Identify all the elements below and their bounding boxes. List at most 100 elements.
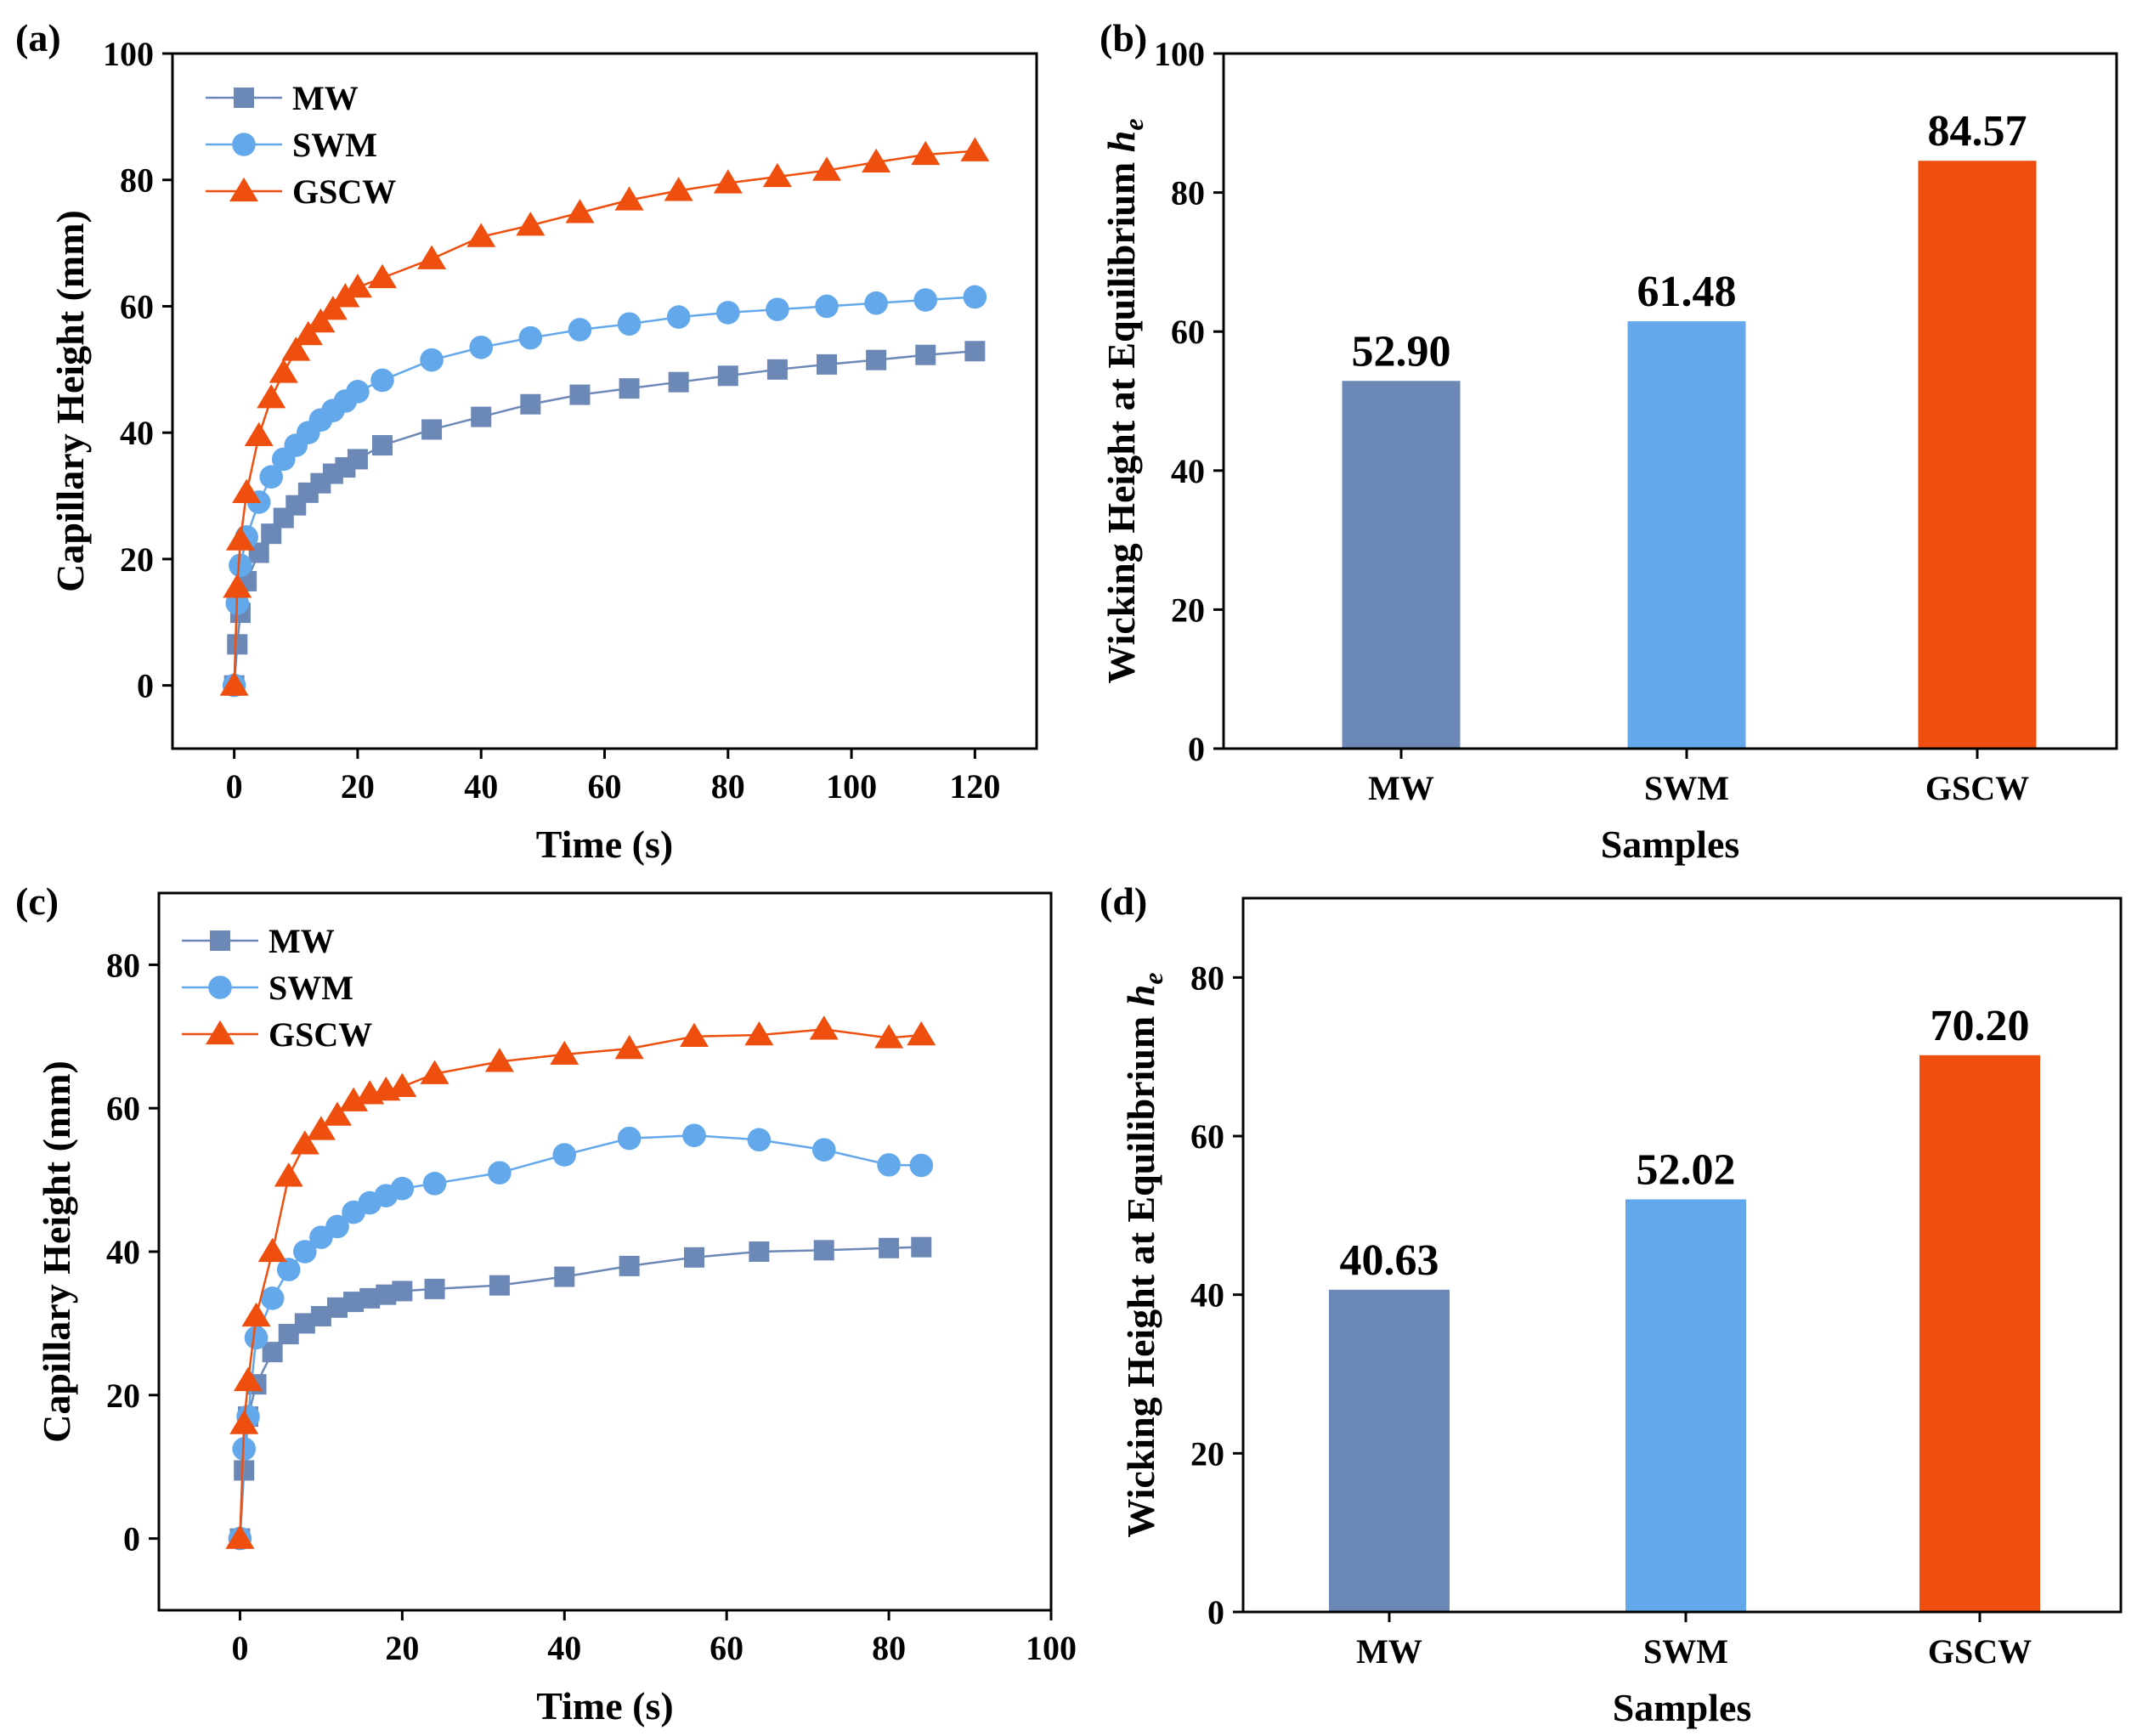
data-point-gscw <box>812 156 842 181</box>
data-point-swm <box>682 1123 706 1148</box>
data-point-swm <box>420 348 444 372</box>
data-point-swm <box>390 1176 415 1201</box>
data-point-gscw <box>960 137 990 161</box>
data-point-swm <box>422 1172 447 1196</box>
data-point-swm <box>864 291 888 315</box>
legend-label-mw: MW <box>269 922 335 960</box>
data-point-swm <box>747 1128 772 1152</box>
x-tick-label: 0 <box>231 1629 248 1667</box>
bar-mw <box>1342 381 1461 749</box>
data-point-gscw <box>257 1237 287 1263</box>
x-axis-title: Samples <box>1601 823 1740 866</box>
data-point-swm <box>552 1143 577 1167</box>
bar-gscw <box>1918 161 2037 749</box>
data-point-swm <box>244 1326 269 1350</box>
data-point-mw <box>866 349 887 370</box>
data-point-gscw <box>342 273 372 298</box>
y-tick-label: 0 <box>123 1520 140 1558</box>
data-point-mw <box>911 1236 932 1258</box>
series-line-mw <box>239 1246 922 1539</box>
y-axis-title: Wicking Height at Equilibrium he <box>1100 118 1149 683</box>
data-point-gscw <box>420 1060 449 1084</box>
plot-frame <box>1222 52 2118 750</box>
series-line-swm <box>239 1134 922 1539</box>
data-point-swm <box>276 1258 301 1281</box>
series-gscw <box>225 1015 936 1549</box>
legend-marker-gscw <box>205 1020 235 1045</box>
data-point-gscw <box>367 263 397 289</box>
data-point-gscw <box>225 1524 255 1549</box>
bar-value-label-mw: 40.63 <box>1340 1236 1439 1285</box>
data-point-gscw <box>614 1034 644 1060</box>
y-tick-label: 20 <box>120 540 154 579</box>
data-point-gscw <box>762 162 792 188</box>
y-tick-label: 20 <box>106 1377 140 1415</box>
data-point-gscw <box>387 1072 417 1098</box>
legend-label-mw: MW <box>292 79 359 117</box>
data-point-gscw <box>484 1048 514 1072</box>
series-swm <box>222 285 987 698</box>
series-gscw <box>219 137 990 696</box>
bar-value-label-mw: 52.90 <box>1352 327 1451 376</box>
x-tick-label: GSCW <box>1928 1632 2032 1671</box>
data-point-gscw <box>274 1162 303 1187</box>
data-point-swm <box>913 288 938 312</box>
data-point-mw <box>347 449 368 470</box>
data-point-gscw <box>550 1040 579 1066</box>
data-point-gscw <box>911 140 941 166</box>
data-point-swm <box>617 1126 642 1151</box>
y-tick-label: 0 <box>1207 1593 1224 1631</box>
bar-mw <box>1329 1289 1450 1612</box>
data-point-gscw <box>306 308 336 333</box>
data-point-gscw <box>290 1130 319 1155</box>
x-tick-label: MW <box>1368 769 1434 807</box>
data-point-swm <box>666 305 691 329</box>
bar-swm <box>1625 1199 1746 1612</box>
data-point-mw <box>554 1266 575 1287</box>
x-axis-title: Time (s) <box>536 1684 673 1728</box>
data-point-swm <box>909 1153 934 1178</box>
y-tick-label: 100 <box>103 35 154 73</box>
data-point-gscw <box>565 199 595 223</box>
data-point-swm <box>293 1240 317 1264</box>
bar-value-label-swm: 61.48 <box>1637 268 1737 316</box>
series-line-gscw <box>239 1028 922 1539</box>
data-point-mw <box>471 406 492 427</box>
x-tick-label: 20 <box>341 767 375 806</box>
data-point-mw <box>262 1342 283 1363</box>
data-point-swm <box>568 318 592 342</box>
data-point-mw <box>813 1240 834 1261</box>
data-point-gscw <box>219 671 249 696</box>
x-tick-label: 60 <box>588 767 622 806</box>
data-point-swm <box>811 1138 836 1162</box>
data-point-swm <box>518 325 543 350</box>
data-point-swm <box>715 301 740 325</box>
data-point-gscw <box>306 1116 336 1140</box>
series-line-gscw <box>233 150 975 686</box>
data-point-gscw <box>281 336 311 361</box>
x-tick-label: SWM <box>1644 769 1729 807</box>
bar-swm <box>1627 321 1746 749</box>
data-point-mw <box>668 371 689 393</box>
series-swm <box>228 1123 934 1551</box>
data-point-mw <box>766 359 788 380</box>
x-tick-label: 80 <box>872 1629 906 1667</box>
x-tick-label: GSCW <box>1925 769 2029 807</box>
data-point-mw <box>717 365 738 387</box>
data-point-mw <box>817 353 838 375</box>
data-point-mw <box>915 344 936 365</box>
data-point-gscw <box>233 1366 263 1392</box>
data-point-swm <box>766 297 789 321</box>
y-tick-label: 80 <box>1190 958 1224 997</box>
data-point-gscw <box>223 574 252 598</box>
bar-value-label-gscw: 70.20 <box>1931 1002 2030 1050</box>
data-point-gscw <box>417 245 447 269</box>
x-tick-label: MW <box>1356 1632 1422 1671</box>
series-mw <box>229 1236 932 1549</box>
x-tick-label: 40 <box>464 767 498 806</box>
data-point-mw <box>619 378 640 399</box>
data-point-gscw <box>322 1101 353 1126</box>
chart-b: 52.90 MW 61.48 SWM 84.57 GSCW 0 20 40 60 80 100 Samp… <box>1100 35 2118 866</box>
data-point-swm <box>877 1153 901 1177</box>
data-point-swm <box>325 1214 349 1239</box>
